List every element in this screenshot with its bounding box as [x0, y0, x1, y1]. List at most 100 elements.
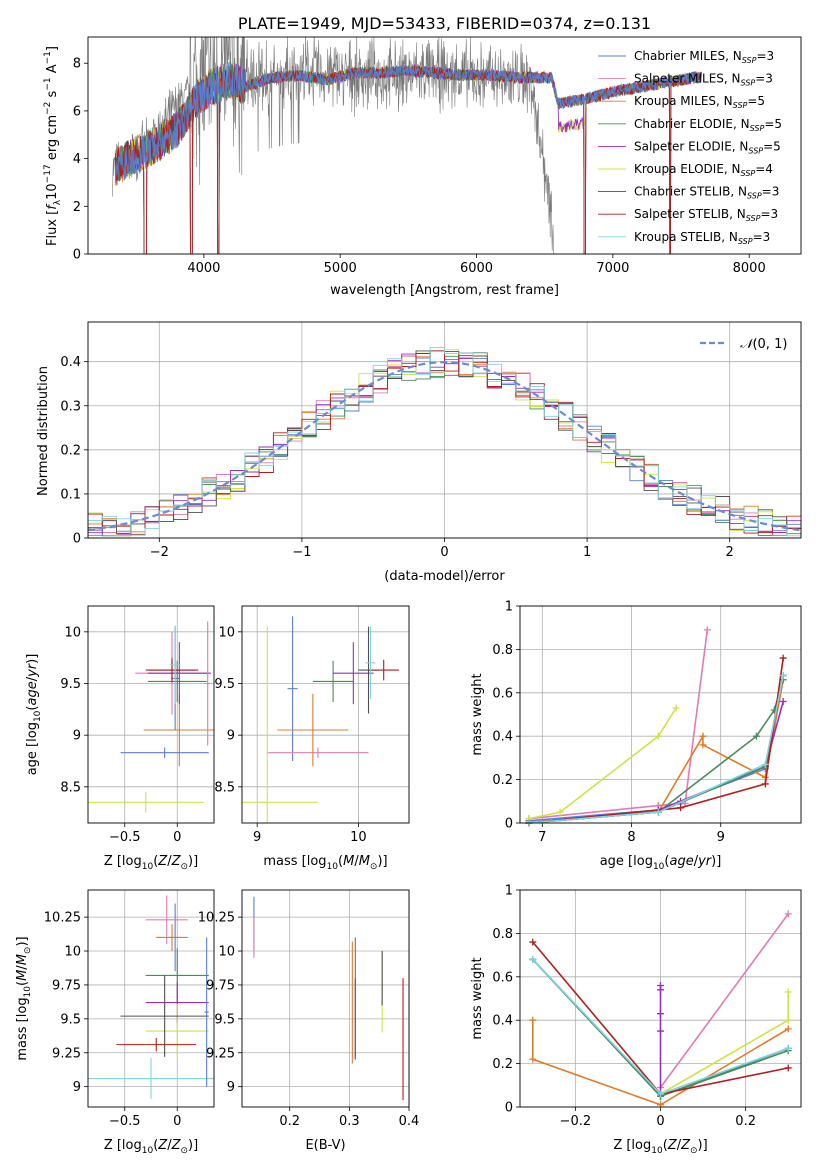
- y-axis-label: mass weight: [470, 957, 485, 1039]
- chart-title: PLATE=1949, MJD=53433, FIBERID=0374, z=0…: [238, 14, 651, 33]
- y-tick-label: 9.25: [206, 1046, 235, 1061]
- axes-weight-vs-z: −0.2 0 0.2 0 0.2 0.4 0.6 0.8 1: [492, 884, 802, 1129]
- y-tick-label: 9.5: [60, 677, 81, 692]
- y-tick-label: 9: [73, 729, 81, 744]
- x-tick-label: 9: [253, 830, 261, 845]
- residual-histogram-7: [88, 350, 801, 536]
- x-tick-label: −0.5: [109, 1114, 141, 1129]
- axes-age-vs-mass: 9 10 8.5 9 9.5 10: [214, 605, 410, 845]
- x-tick-label: 0.3: [339, 1114, 360, 1129]
- weight-series-1: [528, 629, 709, 820]
- x-tick-label: 4000: [187, 261, 220, 276]
- y-tick-label: 0: [505, 1101, 513, 1116]
- y-tick-label: 9.75: [52, 978, 81, 993]
- x-tick-label: 7000: [596, 261, 629, 276]
- weight-marker: [677, 804, 685, 812]
- plot-frame: [87, 889, 215, 1108]
- axes-mass-vs-ebv: 0.2 0.3 0.4 9 9.25 9.5 9.75 10 10.25: [198, 889, 420, 1129]
- y-tick-label: 9.75: [206, 978, 235, 993]
- weight-marker: [529, 1016, 537, 1024]
- x-axis-label: mass [log10(M/M⊙)]: [263, 854, 387, 872]
- y-tick-label: 0.6: [492, 686, 513, 701]
- axes-residuals: −2 −1 0 1 2 0 0.1 0.2 0.3 0.4 𝒩(0, 1): [60, 321, 802, 560]
- x-tick-label: 0.4: [399, 1114, 420, 1129]
- y-tick-label: 0.8: [492, 927, 513, 942]
- axes-weight-vs-age: 7 8 9 0 0.2 0.4 0.6 0.8 1: [492, 600, 802, 845]
- x-tick-label: 8000: [733, 261, 766, 276]
- legend-entry: 𝒩(0, 1): [740, 337, 787, 352]
- weight-series-6: [528, 675, 784, 823]
- model-spectrum-7: [114, 63, 702, 254]
- y-tick-label: 9.5: [60, 1012, 81, 1027]
- weight-series-3: [528, 679, 784, 823]
- y-tick-label: 9: [227, 1080, 235, 1095]
- x-tick-label: −2: [150, 545, 169, 560]
- x-tick-label: 0.2: [735, 1114, 756, 1129]
- y-tick-label: 10: [64, 625, 81, 640]
- legend: Chabrier MILES, NSSP=3 Salpeter MILES, NS…: [598, 49, 782, 246]
- x-tick-label: 9: [717, 830, 725, 845]
- x-axis-label: Z [log10(Z/Z⊙)]: [104, 854, 198, 872]
- plot-frame: [241, 605, 410, 824]
- weight-marker: [761, 760, 769, 768]
- y-tick-label: 6: [73, 104, 81, 119]
- weight-series-1: [659, 913, 789, 1088]
- y-tick-label: 0: [73, 532, 81, 547]
- legend-entry: Kroupa ELODIE, NSSP=4: [634, 162, 773, 178]
- legend-entry: Chabrier STELIB, NSSP=3: [634, 185, 779, 201]
- y-tick-label: 10: [218, 945, 235, 960]
- model-spectrum-0: [114, 62, 702, 181]
- x-tick-label: 1: [583, 545, 591, 560]
- x-tick-label: 0: [440, 545, 448, 560]
- weight-series-2: [532, 1020, 789, 1106]
- weight-marker: [529, 938, 537, 946]
- weight-marker: [779, 697, 787, 705]
- x-axis-label: Z [log10(Z/Z⊙)]: [104, 1138, 198, 1156]
- x-tick-label: 0: [173, 830, 181, 845]
- plot-frame: [519, 605, 802, 824]
- weight-marker: [654, 808, 662, 816]
- weight-marker: [657, 1027, 664, 1035]
- weight-marker: [784, 1044, 792, 1052]
- y-tick-label: 0.1: [60, 487, 81, 502]
- y-tick-label: 0.4: [492, 1014, 513, 1029]
- y-tick-label: 0: [505, 817, 513, 832]
- y-tick-label: 9.5: [214, 677, 235, 692]
- y-tick-label: 9: [73, 1080, 81, 1095]
- y-tick-label: 0.8: [492, 643, 513, 658]
- legend-entry: Salpeter MILES, NSSP=3: [634, 72, 773, 88]
- y-tick-label: 0.3: [60, 399, 81, 414]
- x-axis-label: age [log10(age/yr)]: [600, 854, 722, 872]
- y-tick-label: 2: [73, 200, 81, 215]
- y-tick-label: 10.25: [44, 911, 81, 926]
- y-axis-label: age [log10(age/yr)]: [25, 654, 43, 776]
- y-tick-label: 1: [505, 600, 513, 615]
- x-tick-label: 2: [726, 545, 734, 560]
- axes-mass-vs-z: −0.5 0 9 9.25 9.5 9.75 10 10.25: [44, 889, 215, 1129]
- legend-entry: Salpeter STELIB, NSSP=3: [634, 207, 778, 223]
- y-tick-label: 9.5: [214, 1012, 235, 1027]
- x-tick-label: 0: [173, 1114, 181, 1129]
- weight-marker: [784, 910, 792, 918]
- y-tick-label: 0.4: [492, 730, 513, 745]
- x-tick-label: 10: [350, 830, 367, 845]
- weight-marker: [657, 1010, 664, 1018]
- weight-marker: [779, 654, 787, 662]
- x-tick-label: −1: [292, 545, 311, 560]
- x-tick-label: −0.2: [560, 1114, 592, 1129]
- normal-curve: [87, 360, 802, 532]
- x-axis-label: Z [log10(Z/Z⊙)]: [613, 1138, 707, 1156]
- legend-entry: Salpeter ELODIE, NSSP=5: [634, 139, 781, 155]
- observed-spectrum: [112, 37, 554, 254]
- y-axis-label: Flux [fλ10−17 erg cm−2 s−1 A−1]: [43, 46, 63, 246]
- plot-frame: [87, 321, 802, 539]
- weight-marker: [703, 626, 711, 634]
- x-axis-label: (data-model)/error: [384, 569, 505, 584]
- weight-series-5: [660, 992, 789, 1095]
- weight-series-8: [528, 675, 784, 823]
- y-tick-label: 8.5: [214, 780, 235, 795]
- weight-marker: [784, 988, 792, 996]
- legend-entry: Kroupa MILES, NSSP=5: [634, 94, 765, 110]
- y-tick-label: 0.2: [492, 773, 513, 788]
- legend-entry: Kroupa STELIB, NSSP=3: [634, 230, 770, 246]
